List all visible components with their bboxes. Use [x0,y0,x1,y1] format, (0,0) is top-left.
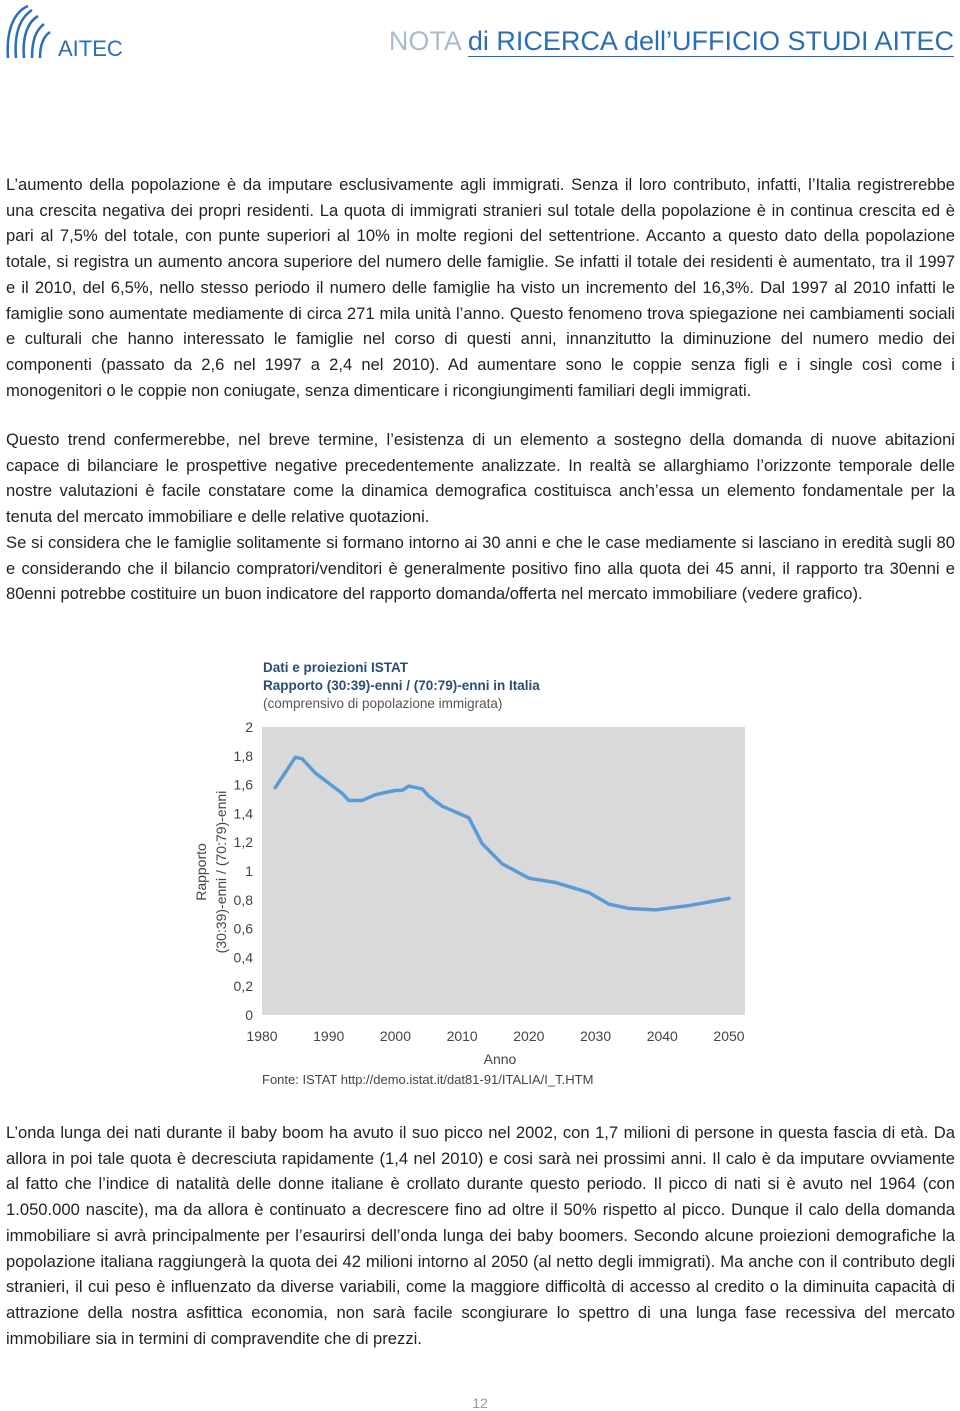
y-tick-label: 1 [245,863,253,879]
y-tick-label: 1,8 [234,748,254,764]
y-tick-label: 1,6 [234,777,254,793]
y-tick-label: 1,4 [234,805,254,821]
plot-area [262,727,745,1015]
chart-title: Dati e proiezioni ISTAT [263,660,409,675]
data-line [273,755,731,912]
title-prefix: NOTA [388,26,461,56]
x-tick-label: 2000 [380,1028,411,1044]
y-tick-label: 0,4 [234,949,254,965]
x-tick-label: 2050 [713,1028,744,1044]
y-tick-label: 0,8 [234,892,254,908]
logo-mark [6,4,51,59]
chart: Dati e proiezioni ISTAT Rapporto (30:39)… [193,660,745,1087]
x-tick-label: 2030 [580,1028,611,1044]
y-axis-label: (30:39)-enni / (70:79)-enni [213,791,229,954]
paragraph: Questo trend confermerebbe, nel breve te… [6,430,955,527]
paragraph: Se si considera che le famiglie solitame… [6,533,955,604]
x-tick-label: 1990 [313,1028,344,1044]
x-tick-label: 2020 [513,1028,544,1044]
paragraph: L’onda lunga dei nati durante il baby bo… [6,1123,955,1348]
chart-source: Fonte: ISTAT http://demo.istat.it/dat81-… [262,1072,593,1087]
logo-text: AITEC [58,36,123,61]
logo: AITEC [6,4,123,61]
x-tick-label: 2010 [447,1028,478,1044]
y-axis-label: Rapporto [193,843,209,901]
y-tick-label: 0,6 [234,921,254,937]
x-tick-label: 2040 [647,1028,678,1044]
chart-subtitle: Rapporto (30:39)-enni / (70:79)-enni in … [263,678,540,693]
page-number: 12 [472,1395,488,1411]
y-tick-label: 1,2 [234,834,254,850]
y-tick-label: 0,2 [234,978,254,994]
chart-note: (comprensivo di popolazione immigrata) [263,696,502,711]
header-title: NOTA di RICERCA dell’UFFICIO STUDI AITEC [389,26,954,57]
x-axis-label: Anno [484,1051,517,1067]
y-tick-label: 0 [245,1007,253,1023]
title: di RICERCA dell’UFFICIO STUDI AITEC [467,26,954,56]
paragraph: L’aumento della popolazione è da imputar… [6,175,955,400]
x-tick-label: 1980 [246,1028,277,1044]
y-tick-label: 2 [245,719,253,735]
